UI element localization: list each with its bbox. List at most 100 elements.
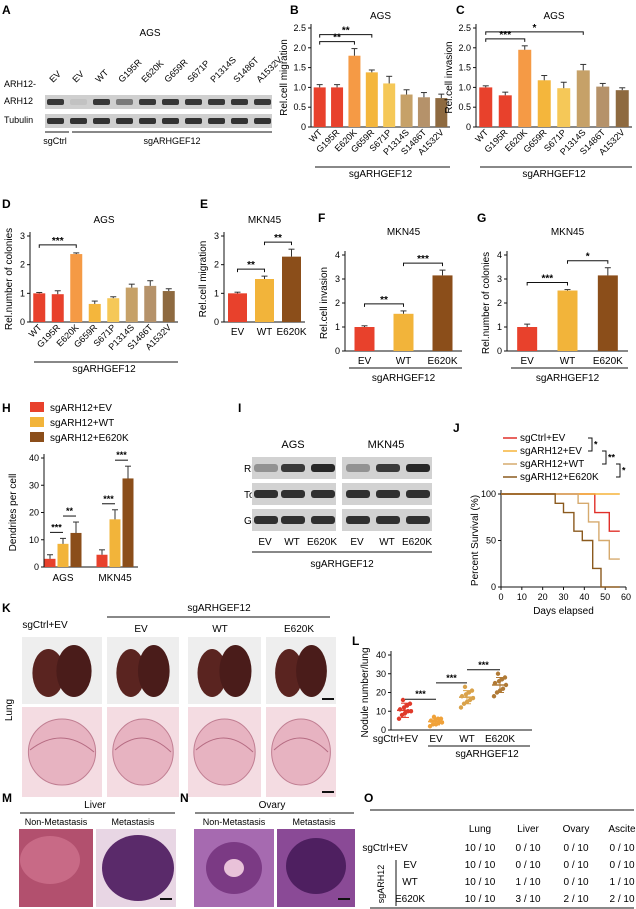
chart-c-bar <box>615 90 629 127</box>
chart-b-ytick-label: 2.5 <box>293 23 306 33</box>
panel-i-band <box>281 516 305 524</box>
table-o-cell: 0 / 10 <box>515 860 540 871</box>
chart-f-ytick-label: 2 <box>335 298 340 308</box>
panel-a-group-sg: sgARHGEF12 <box>143 136 200 146</box>
chart-j-survival-line <box>501 493 620 588</box>
blot-tubulin-band <box>47 118 64 124</box>
panel-i-lane-label: E620K <box>402 537 432 548</box>
chart-g-bar <box>517 327 538 351</box>
table-o-cell: 0 / 10 <box>609 860 634 871</box>
chart-j-xlabel: Days elapsed <box>533 606 594 617</box>
lung-lobe-left <box>275 649 304 697</box>
panel-letter-e: E <box>200 197 208 211</box>
chart-f-title: MKN45 <box>387 227 421 238</box>
chart-f-bar <box>393 313 414 351</box>
chart-e-bar <box>282 256 301 322</box>
blot-arh12-band <box>93 99 110 105</box>
chart-b-bar <box>417 97 430 127</box>
panel-letter-g: G <box>477 211 486 225</box>
panel-n-col-non: Non-Metastasis <box>203 817 266 827</box>
panel-i-lane-label: EV <box>258 537 272 548</box>
chart-d-ylabel: Rel.number of colonies <box>4 228 15 330</box>
chart-b-bar <box>435 98 448 127</box>
lung-histology-fold <box>195 737 254 753</box>
chart-c-group-label: sgARHGEF12 <box>522 169 586 180</box>
lung-histology-section <box>27 718 97 786</box>
panel-a-group-ctrl: sgCtrl <box>43 136 67 146</box>
lung-histology-section <box>112 718 174 786</box>
panel-letter-l: L <box>352 634 359 648</box>
chart-h-category-label: AGS <box>52 573 73 584</box>
panel-i: I AGS MKN45 RhoA-GTP Total RhoA GAPDH EV… <box>238 401 432 570</box>
table-o-cell: 0 / 10 <box>515 843 540 854</box>
panel-m-title: Liver <box>84 800 106 811</box>
chart-f-bar <box>354 327 375 351</box>
chart-h-ylabel: Dendrites per cell <box>8 474 19 552</box>
chart-b-group-label: sgARHGEF12 <box>349 169 413 180</box>
chart-j-xtick-label: 60 <box>621 592 631 602</box>
chart-j-xtick-label: 20 <box>538 592 548 602</box>
chart-g-title: MKN45 <box>551 227 585 238</box>
panel-i-band <box>254 490 278 498</box>
chart-b-significance-bracket <box>319 41 355 45</box>
chart-h-ytick-label: 0 <box>34 562 39 572</box>
blot-tubulin-strip <box>45 114 272 128</box>
table-o-header: Ascite <box>608 824 636 835</box>
chart-d-ytick-label: 1 <box>20 288 25 298</box>
panel-n-images <box>194 829 355 907</box>
blot-arh12-band <box>139 99 156 105</box>
chart-f-significance-label: ** <box>380 295 388 306</box>
panel-a-lane-label: E620K <box>139 58 165 84</box>
chart-g-ytick-label: 3 <box>497 274 502 284</box>
chart-h-significance-label: ** <box>66 506 74 516</box>
chart-h-ytick-label: 30 <box>29 480 39 490</box>
chart-l-point <box>396 716 402 721</box>
lung-lobe-right <box>137 645 170 697</box>
panel-i-band <box>406 516 430 524</box>
chart-e-category-label: EV <box>231 327 245 338</box>
chart-g-significance-bracket <box>526 282 568 286</box>
lung-lobe-left <box>32 649 65 697</box>
chart-f-ytick-label: 1 <box>335 322 340 332</box>
chart-j-sig-1-label: * <box>594 440 598 450</box>
chart-c-significance-label: *** <box>499 30 511 41</box>
table-o-row-label: EV <box>403 860 417 871</box>
chart-f-category-label: E620K <box>427 356 457 367</box>
chart-h-ytick-label: 40 <box>29 453 39 463</box>
chart-j-legend-label: sgCtrl+EV <box>520 433 566 444</box>
chart-b-bar <box>331 87 344 127</box>
blot-tubulin-band <box>116 118 133 124</box>
table-o-group-label: sgARH12 <box>376 865 386 904</box>
chart-e-ytick-label: 2 <box>214 260 219 270</box>
panel-i-band <box>311 516 335 524</box>
chart-g-category-label: WT <box>560 356 576 367</box>
chart-g-ytick-label: 4 <box>497 250 502 260</box>
blot-arh12-band <box>231 99 248 105</box>
panel-i-cell-ags: AGS <box>281 439 304 451</box>
chart-j-sig-2-label: ** <box>608 453 616 463</box>
panel-m-col-non: Non-Metastasis <box>25 817 88 827</box>
chart-d-bar <box>125 287 138 322</box>
table-o-header: Liver <box>517 824 539 835</box>
table-o-cell: 10 / 10 <box>465 860 496 871</box>
panel-a-lane-label: WT <box>93 67 110 84</box>
panel-k-col-ctrl: sgCtrl+EV <box>22 620 68 631</box>
chart-j-legend-label: sgARH12+E620K <box>520 472 599 483</box>
chart-g: MKN45 0 1 2 3 4 Rel.number of colonies EV WT E620… <box>481 227 628 384</box>
chart-f: MKN45 0 1 2 3 4 Rel.cell invasion EV WT E620K sgAR… <box>319 227 462 384</box>
chart-g-ytick-label: 2 <box>497 298 502 308</box>
chart-e-category-label: WT <box>257 327 273 338</box>
table-o-cell: 2 / 10 <box>609 894 634 905</box>
panel-i-band <box>376 490 400 498</box>
legend-label-wt: sgARH12+WT <box>50 418 114 429</box>
table-o-cell: 10 / 10 <box>465 843 496 854</box>
blot-arh12-strip <box>45 95 272 109</box>
panel-i-band <box>281 490 305 498</box>
panel-k-col-e620k: E620K <box>284 624 314 635</box>
chart-d-bar <box>33 293 46 322</box>
blot-tubulin-band <box>231 118 248 124</box>
panel-h: H sgARH12+EV sgARH12+WT sgARH12+E620K 0 1… <box>2 401 138 584</box>
panel-k-col-wt: WT <box>212 624 228 635</box>
